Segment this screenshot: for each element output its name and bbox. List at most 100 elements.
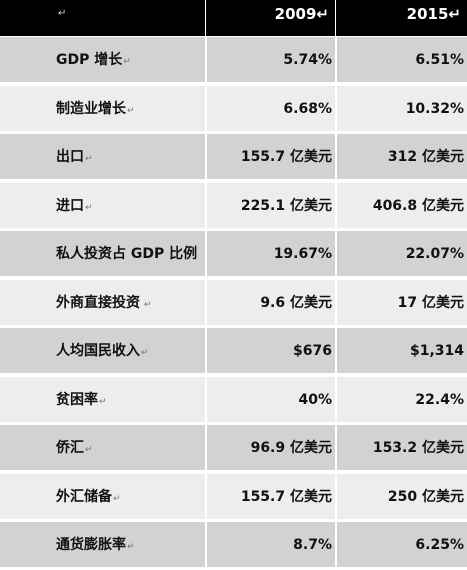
- indicator-label: 进口↵: [0, 183, 205, 230]
- column-divider: [335, 279, 337, 327]
- header-divider: [205, 0, 206, 36]
- row-divider: [0, 373, 467, 375]
- indicator-label: 出口↵: [0, 134, 205, 181]
- paragraph-mark: ↵: [113, 493, 121, 504]
- header-label-cell: ↵: [58, 8, 67, 19]
- header-divider: [335, 0, 336, 36]
- value-2009: 155.7 亿美元: [240, 488, 332, 505]
- value-2009: $676: [293, 343, 332, 359]
- indicator-label: 通货膨胀率↵: [0, 522, 205, 569]
- value-2009: 6.68%: [283, 100, 332, 117]
- row-divider: [0, 421, 467, 424]
- value-2009: 40%: [298, 391, 332, 408]
- column-divider: [335, 522, 337, 569]
- paragraph-mark: ↵: [141, 299, 152, 310]
- column-divider: [205, 85, 207, 133]
- indicator-label: 外商直接投资 ↵: [0, 280, 205, 327]
- indicator-label: 制造业增长↵: [0, 86, 205, 133]
- column-divider: [205, 328, 207, 375]
- value-2009: 8.7%: [293, 537, 332, 553]
- table-row: 贫困率↵ 40% 22.4%: [0, 376, 467, 424]
- value-2015: 10.32%: [405, 100, 464, 117]
- column-divider: [335, 182, 337, 230]
- row-divider: [0, 179, 467, 181]
- paragraph-mark: ↵: [123, 57, 131, 67]
- indicator-label-text: 制造业增长: [56, 100, 126, 117]
- indicator-label: 外汇储备↵: [0, 474, 205, 521]
- paragraph-mark: ↵: [85, 202, 93, 213]
- column-divider: [205, 425, 207, 472]
- paragraph-mark: ↵: [127, 542, 135, 552]
- column-divider: [205, 522, 207, 569]
- indicator-label-text: 外汇储备: [56, 488, 112, 505]
- column-divider: [205, 37, 207, 84]
- column-divider: [205, 279, 207, 327]
- indicator-label-text: 贫困率: [56, 391, 98, 408]
- column-divider: [205, 473, 207, 521]
- indicator-label-text: 进口: [56, 197, 84, 214]
- indicator-label-text: 私人投资占 GDP 比例: [56, 246, 198, 262]
- column-divider: [335, 85, 337, 133]
- value-2009: 155.7 亿美元: [240, 149, 332, 165]
- value-2015: 17 亿美元: [397, 294, 464, 311]
- column-divider: [335, 425, 337, 472]
- table-row: 进口↵ 225.1 亿美元 406.8 亿美元: [0, 182, 467, 230]
- value-2015: 153.2 亿美元: [372, 440, 464, 456]
- row-divider: [0, 130, 467, 133]
- value-2015: $1,314: [409, 343, 464, 359]
- indicator-label: 人均国民收入↵: [0, 328, 205, 375]
- column-divider: [205, 376, 207, 424]
- indicator-label: 私人投资占 GDP 比例: [0, 231, 205, 278]
- column-divider: [205, 182, 207, 230]
- value-2015: 6.51%: [415, 52, 464, 68]
- column-divider: [335, 328, 337, 375]
- paragraph-mark: ↵: [99, 396, 107, 407]
- value-2015: 312 亿美元: [387, 149, 464, 165]
- column-divider: [335, 134, 337, 181]
- row-divider: [0, 567, 467, 569]
- indicator-label-text: 通货膨胀率: [56, 537, 126, 553]
- table-row: 外汇储备↵ 155.7 亿美元 250 亿美元: [0, 473, 467, 521]
- value-2009: 19.67%: [273, 246, 332, 262]
- paragraph-mark: ↵: [127, 105, 135, 116]
- column-divider: [205, 134, 207, 181]
- indicator-label-text: GDP 增长: [56, 52, 123, 68]
- value-2009: 5.74%: [283, 52, 332, 68]
- value-2015: 6.25%: [415, 537, 464, 553]
- indicator-label-text: 出口: [56, 149, 84, 165]
- indicator-label: 侨汇↵: [0, 425, 205, 472]
- row-divider: [0, 227, 467, 230]
- header-2009: 2009↵: [274, 5, 329, 23]
- column-divider: [335, 376, 337, 424]
- header-2015: 2015↵: [406, 5, 461, 23]
- table-row: 人均国民收入↵ $676 $1,314: [0, 328, 467, 375]
- row-divider: [0, 82, 467, 84]
- value-2015: 250 亿美元: [387, 488, 464, 505]
- table-row: 通货膨胀率↵ 8.7% 6.25%: [0, 522, 467, 569]
- table-header-row: ↵ 2009↵ 2015↵: [0, 0, 467, 36]
- value-2009: 225.1 亿美元: [240, 197, 332, 214]
- value-2015: 22.07%: [405, 246, 464, 262]
- indicator-label: 贫困率↵: [0, 377, 205, 424]
- table-row: 出口↵ 155.7 亿美元 312 亿美元: [0, 134, 467, 181]
- row-divider: [0, 518, 467, 521]
- table-row: 私人投资占 GDP 比例 19.67% 22.07%: [0, 231, 467, 278]
- paragraph-mark: ↵: [85, 445, 93, 455]
- value-2015: 22.4%: [415, 391, 464, 408]
- indicator-label-text: 侨汇: [56, 440, 84, 456]
- value-2009: 9.6 亿美元: [260, 294, 332, 311]
- indicator-label-text: 外商直接投资: [56, 294, 140, 311]
- value-2015: 406.8 亿美元: [372, 197, 464, 214]
- row-divider: [0, 324, 467, 327]
- indicator-label-text: 人均国民收入: [56, 343, 140, 359]
- indicator-label: GDP 增长↵: [0, 37, 205, 84]
- table-row: GDP 增长↵ 5.74% 6.51%: [0, 37, 467, 84]
- paragraph-mark: ↵: [141, 348, 149, 358]
- table-row: 侨汇↵ 96.9 亿美元 153.2 亿美元: [0, 425, 467, 472]
- column-divider: [335, 231, 337, 278]
- column-divider: [205, 231, 207, 278]
- column-divider: [335, 37, 337, 84]
- table-row: 制造业增长↵ 6.68% 10.32%: [0, 85, 467, 133]
- paragraph-mark: ↵: [85, 154, 93, 164]
